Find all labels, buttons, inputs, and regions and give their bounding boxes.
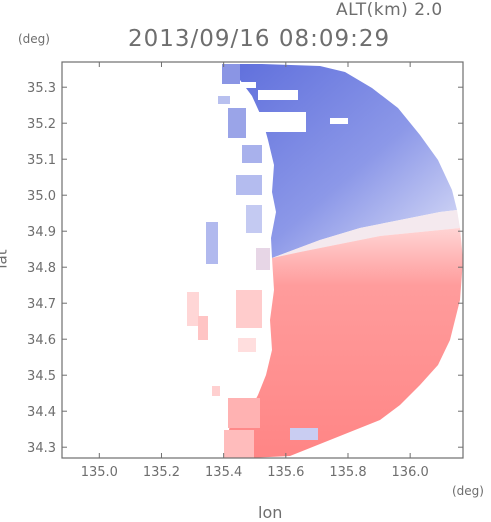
y-tick-label: 34.5 <box>27 369 56 384</box>
velocity-field <box>187 64 463 458</box>
x-tick-label: 135.6 <box>267 465 304 480</box>
receding-echo-region <box>225 228 463 458</box>
y-tick-label: 35.2 <box>27 117 56 132</box>
x-axis-unit: (deg) <box>452 484 484 498</box>
axis-ticks: 135.0 135.2 135.4 135.6 135.8 136.0 35.3 35.2 35… <box>27 62 463 480</box>
no-echo-gaps <box>240 82 348 132</box>
y-tick-label: 34.3 <box>27 441 56 456</box>
transition-band <box>272 210 460 258</box>
y-tick-label: 34.9 <box>27 225 56 240</box>
y-tick-label: 35.1 <box>27 153 56 168</box>
x-tick-label: 136.0 <box>392 465 429 480</box>
y-tick-label: 34.7 <box>27 297 56 312</box>
plot-frame <box>61 61 464 459</box>
x-tick-label: 135.0 <box>81 465 118 480</box>
x-tick-label: 135.4 <box>205 465 242 480</box>
y-axis-unit: (deg) <box>18 32 50 46</box>
y-tick-label: 35.3 <box>27 81 56 96</box>
y-tick-label: 34.4 <box>27 405 56 420</box>
x-axis-title: lon <box>258 503 283 522</box>
y-tick-label: 35.0 <box>27 189 56 204</box>
timestamp-title: 2013/09/16 08:09:29 <box>128 26 391 52</box>
y-tick-label: 34.6 <box>27 333 56 348</box>
y-tick-label: 34.8 <box>27 261 56 276</box>
x-tick-label: 135.2 <box>143 465 180 480</box>
altitude-label: ALT(km) 2.0 <box>336 0 443 20</box>
x-tick-label: 135.8 <box>329 465 366 480</box>
scattered-echoes <box>187 64 318 458</box>
